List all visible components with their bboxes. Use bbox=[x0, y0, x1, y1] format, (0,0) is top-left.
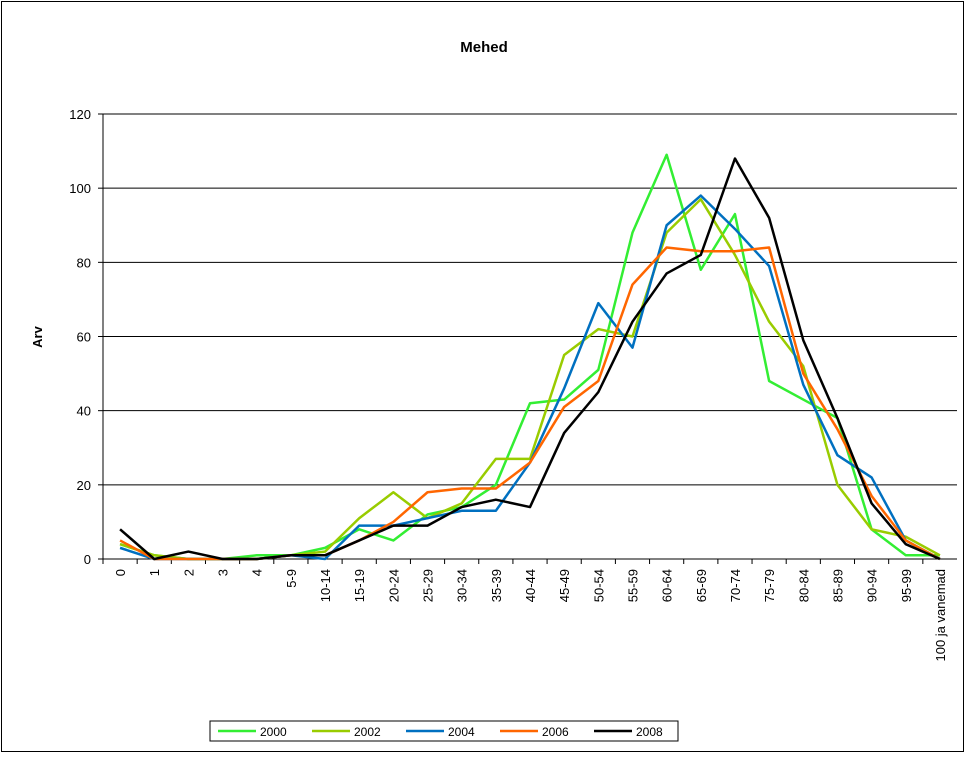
x-tick-label: 25-29 bbox=[421, 569, 436, 602]
x-tick-label: 4 bbox=[250, 569, 265, 576]
x-tick-label: 70-74 bbox=[728, 569, 743, 602]
x-tick-label: 2 bbox=[181, 569, 196, 576]
x-tick-label: 95-99 bbox=[899, 569, 914, 602]
x-tick-label: 75-79 bbox=[762, 569, 777, 602]
x-tick-label: 90-94 bbox=[865, 569, 880, 602]
legend-label: 2008 bbox=[636, 725, 663, 739]
x-tick-label: 60-64 bbox=[660, 569, 675, 602]
series-line bbox=[119, 153, 940, 561]
y-tick-label: 0 bbox=[84, 552, 91, 567]
x-tick-label: 55-59 bbox=[625, 569, 640, 602]
y-tick-label: 100 bbox=[69, 181, 91, 196]
x-tick-label: 3 bbox=[216, 569, 231, 576]
y-tick-label: 80 bbox=[77, 255, 91, 270]
y-tick-label: 60 bbox=[77, 330, 91, 345]
x-tick-label: 50-54 bbox=[591, 569, 606, 602]
x-tick-label: 65-69 bbox=[694, 569, 709, 602]
x-tick-label: 0 bbox=[113, 569, 128, 576]
y-tick-label: 120 bbox=[69, 107, 91, 122]
legend-label: 2002 bbox=[354, 725, 381, 739]
legend-label: 2006 bbox=[542, 725, 569, 739]
y-tick-label: 40 bbox=[77, 404, 91, 419]
x-tick-label: 100 ja vanemad bbox=[933, 569, 948, 662]
x-tick-label: 45-49 bbox=[557, 569, 572, 602]
x-tick-label: 15-19 bbox=[352, 569, 367, 602]
x-tick-label: 40-44 bbox=[523, 569, 538, 602]
x-tick-label: 30-34 bbox=[455, 569, 470, 602]
chart-title: Mehed bbox=[460, 39, 508, 56]
x-tick-label: 20-24 bbox=[386, 569, 401, 602]
legend: 2000 2002 2004 2006 2008 bbox=[209, 720, 679, 742]
x-tick-label: 1 bbox=[147, 569, 162, 576]
x-tick-label: 35-39 bbox=[489, 569, 504, 602]
y-axis-label: Arv bbox=[30, 325, 45, 347]
x-tick-label: 85-89 bbox=[830, 569, 845, 602]
x-tick-label: 5-9 bbox=[284, 569, 299, 588]
legend-label: 2004 bbox=[448, 725, 475, 739]
series-line bbox=[119, 157, 941, 561]
y-tick-label: 20 bbox=[77, 478, 91, 493]
x-tick-label: 80-84 bbox=[796, 569, 811, 602]
legend-label: 2000 bbox=[260, 725, 287, 739]
x-tick-label: 10-14 bbox=[318, 569, 333, 602]
